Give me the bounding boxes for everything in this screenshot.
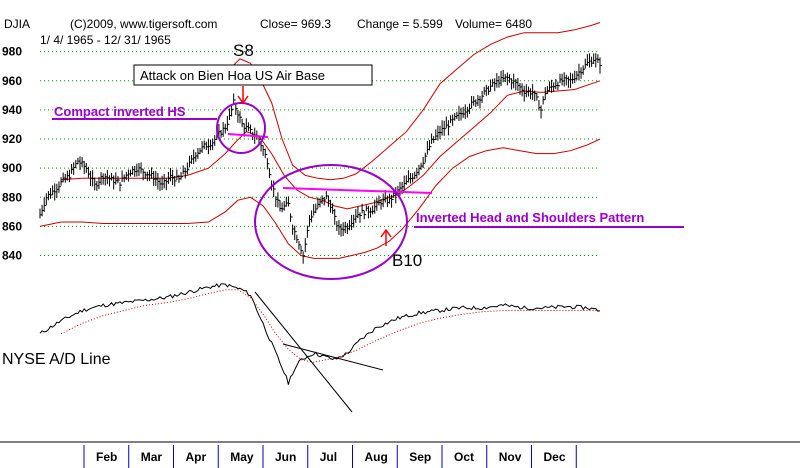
- header-copyright: (C)2009, www.tigersoft.com: [70, 17, 217, 31]
- y-tick-label: 900: [2, 161, 22, 175]
- adl-trendline-shallow: [282, 343, 384, 371]
- signal-b10-arrow: [380, 228, 392, 246]
- header-close: Close= 969.3: [260, 17, 331, 31]
- adl-trendline-steep: [254, 291, 353, 413]
- y-tick-label: 920: [2, 132, 22, 146]
- y-tick-label: 880: [2, 190, 22, 204]
- month-label: Mar: [141, 450, 163, 464]
- event-box: [133, 64, 373, 86]
- month-label: May: [230, 450, 254, 464]
- inverted-hs-label: Inverted Head and Shoulders Pattern: [416, 210, 644, 225]
- month-label: Feb: [96, 450, 117, 464]
- month-axis: Feb Mar Apr May Jun Jul Aug Sep Oct Nov Dec: [0, 441, 800, 468]
- inverted-hs-neckline: [282, 187, 433, 194]
- signal-s8-label: S8: [233, 41, 254, 60]
- signal-b10-label: B10: [392, 251, 422, 270]
- inverted-hs-circle: [254, 164, 408, 280]
- y-tick-label: 940: [2, 103, 22, 117]
- adl-panel: [39, 283, 601, 385]
- month-label: Jul: [320, 450, 337, 464]
- month-label: Jun: [275, 450, 296, 464]
- lower-band: [39, 138, 601, 259]
- y-tick-label: 860: [2, 219, 22, 233]
- month-label: Oct: [454, 450, 474, 464]
- adl-line: [39, 283, 601, 385]
- header-date-range: 1/ 4/ 1965 - 12/ 31/ 1965: [40, 33, 171, 47]
- adl-moving-average: [60, 289, 600, 363]
- price-bands: [39, 22, 601, 259]
- compact-hs-label: Compact inverted HS: [54, 104, 186, 119]
- month-label: Aug: [365, 450, 388, 464]
- header-symbol: DJIA: [4, 17, 30, 31]
- month-label: Dec: [544, 450, 566, 464]
- price-y-axis: 840 860 880 900 920 940 960 980: [2, 45, 22, 263]
- header-volume: Volume= 6480: [455, 17, 532, 31]
- y-tick-label: 840: [2, 249, 22, 263]
- y-tick-label: 960: [2, 74, 22, 88]
- middle-band: [61, 80, 601, 210]
- compact-hs-circle: [216, 102, 266, 154]
- y-tick-label: 980: [2, 45, 22, 59]
- signal-s8-arrow: [237, 86, 249, 105]
- upper-band: [229, 22, 601, 181]
- month-label: Sep: [409, 450, 431, 464]
- month-label: Apr: [186, 450, 207, 464]
- month-label: Nov: [499, 450, 522, 464]
- header-change: Change = 5.599: [357, 17, 443, 31]
- price-bars: [39, 53, 602, 264]
- adl-label: NYSE A/D Line: [2, 351, 111, 368]
- compact-hs-neckline: [227, 133, 269, 138]
- event-box-text: Attack on Bien Hoa US Air Base: [140, 68, 325, 83]
